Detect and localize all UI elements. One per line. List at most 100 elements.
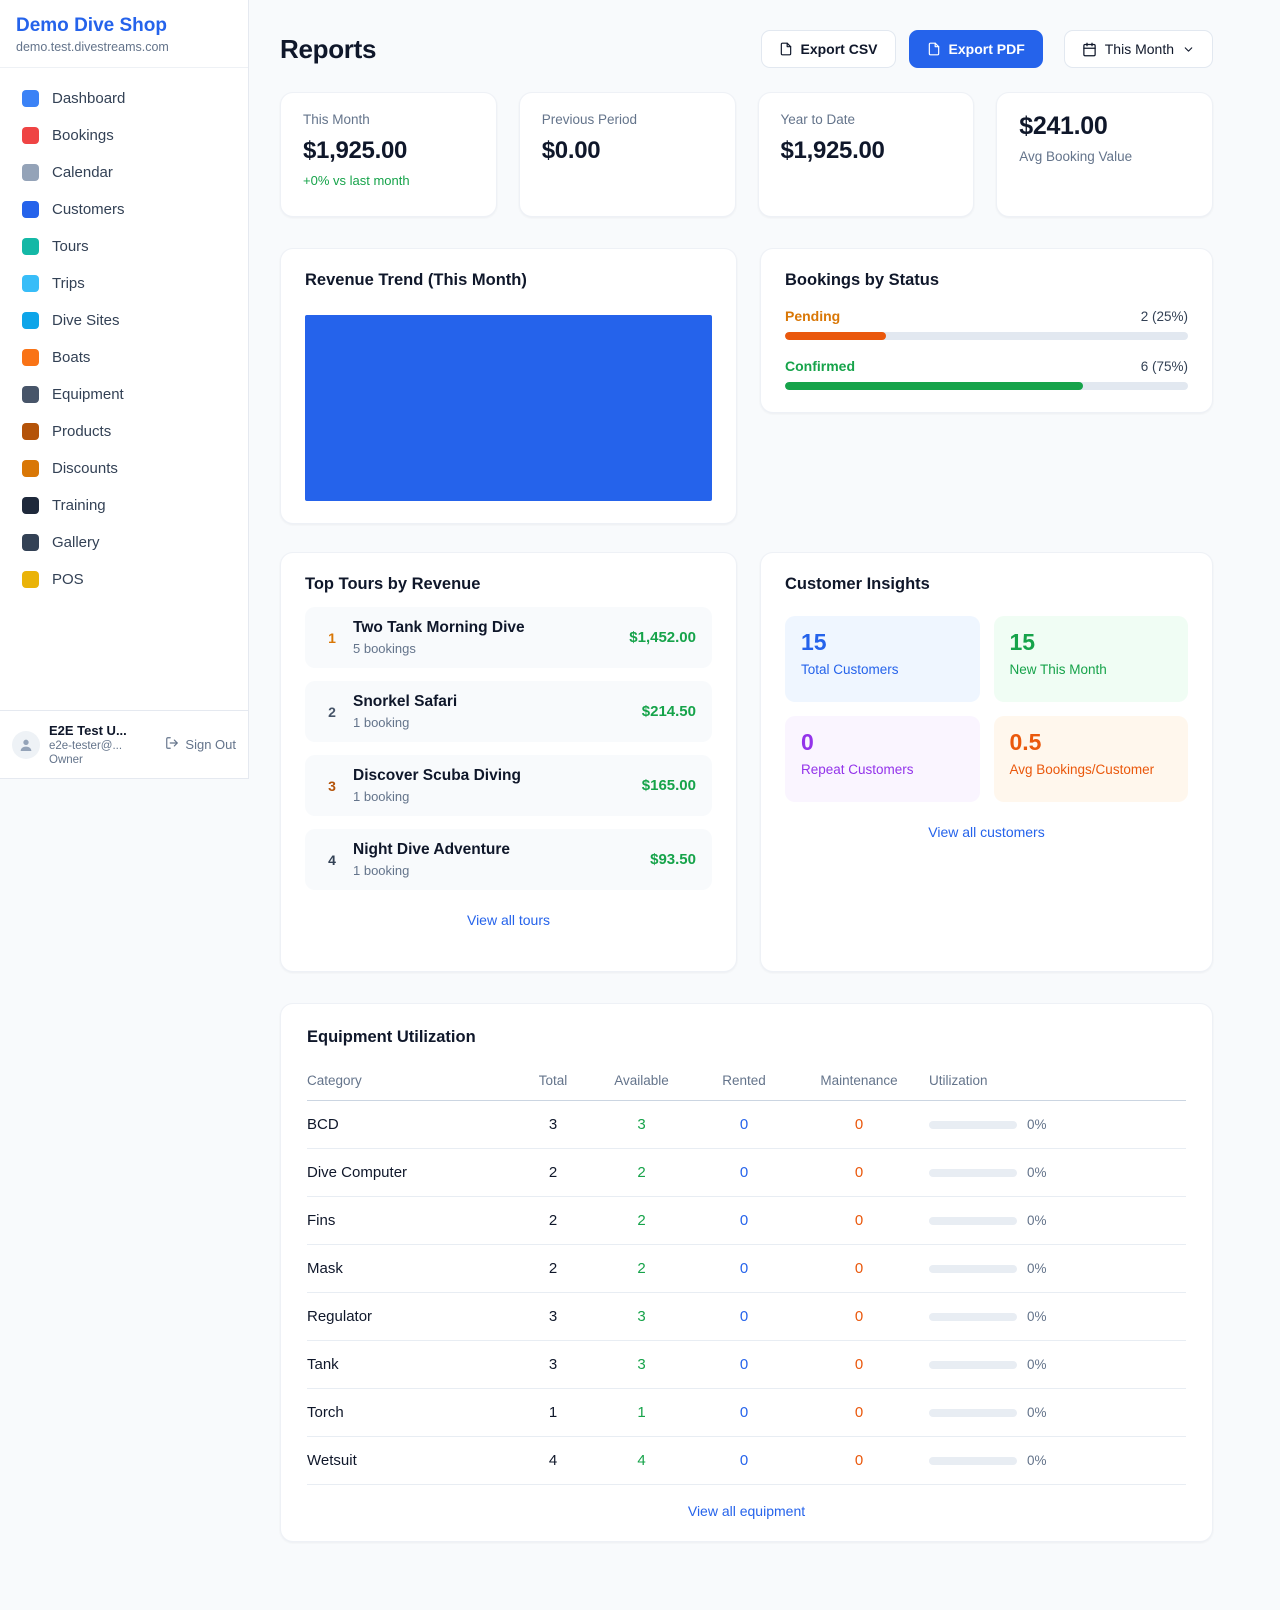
table-row: Wetsuit 4 4 0 0 0%: [307, 1436, 1186, 1485]
equipment-total: 2: [522, 1244, 584, 1293]
sidebar-item-trips[interactable]: Trips: [8, 265, 240, 302]
sidebar-item-discounts[interactable]: Discounts: [8, 450, 240, 487]
equipment-category: Mask: [307, 1244, 522, 1293]
sidebar-item-equipment[interactable]: Equipment: [8, 376, 240, 413]
insight-new-this-month: 15 New This Month: [993, 616, 1188, 702]
sidebar-item-calendar[interactable]: Calendar: [8, 154, 240, 191]
table-row: Torch 1 1 0 0 0%: [307, 1388, 1186, 1437]
stat-card-previous-period: Previous Period $0.00: [518, 92, 736, 217]
sidebar-item-boats[interactable]: Boats: [8, 339, 240, 376]
tour-rank: 2: [328, 703, 336, 720]
sign-out-icon: [165, 736, 179, 753]
view-all-tours-link[interactable]: View all tours: [466, 912, 550, 928]
status-label: Confirmed: [785, 358, 855, 374]
page-title: Reports: [280, 33, 377, 64]
people-icon: [22, 201, 39, 218]
progress-track: [785, 332, 1188, 340]
sidebar-item-dive-sites[interactable]: Dive Sites: [8, 302, 240, 339]
sidebar-item-label: Boats: [52, 349, 91, 366]
stat-label: Year to Date: [780, 112, 856, 127]
sidebar-item-bookings[interactable]: Bookings: [8, 117, 240, 154]
equipment-category: Dive Computer: [307, 1148, 522, 1197]
equipment-rented: 0: [699, 1196, 789, 1245]
sidebar-item-dashboard[interactable]: Dashboard: [8, 80, 240, 117]
tour-bookings: 1 booking: [353, 715, 410, 730]
credit-card-icon: [22, 571, 39, 588]
table-header-row: Category Total Available Rented Maintena…: [307, 1063, 1186, 1101]
view-all-customers-link[interactable]: View all customers: [928, 824, 1045, 840]
insight-value: 15: [1009, 629, 1036, 655]
equipment-total: 2: [522, 1196, 584, 1245]
user-name: E2E Test U...: [49, 723, 127, 738]
export-pdf-button[interactable]: Export PDF: [908, 30, 1043, 68]
avatar: [12, 730, 40, 759]
calendar-icon: [1082, 42, 1097, 57]
table-row: Regulator 3 3 0 0 0%: [307, 1292, 1186, 1341]
export-csv-button[interactable]: Export CSV: [760, 30, 896, 68]
diver-icon: [22, 312, 39, 329]
column-header: Category: [307, 1063, 522, 1101]
column-header: Rented: [699, 1063, 789, 1101]
period-selector[interactable]: This Month: [1063, 30, 1213, 68]
sign-out-label: Sign Out: [185, 737, 236, 752]
charts-row: Revenue Trend (This Month) Bookings by S…: [280, 248, 1213, 524]
insights-grid: 15 Total Customers 15 New This Month 0 R…: [785, 616, 1188, 802]
sidebar-item-label: Equipment: [52, 386, 124, 403]
equipment-maintenance: 0: [789, 1436, 929, 1485]
equipment-total: 2: [522, 1148, 584, 1197]
equipment-rented: 0: [699, 1244, 789, 1293]
tour-name: Night Dive Adventure: [353, 841, 511, 858]
sidebar-item-label: Tours: [52, 238, 89, 255]
export-csv-label: Export CSV: [800, 41, 878, 57]
view-all-equipment-link[interactable]: View all equipment: [687, 1503, 806, 1519]
user-email: e2e-tester@...: [49, 740, 123, 752]
sidebar-item-training[interactable]: Training: [8, 487, 240, 524]
equipment-total: 3: [522, 1100, 584, 1149]
revenue-trend-title: Revenue Trend (This Month): [305, 271, 527, 289]
equipment-total: 4: [522, 1436, 584, 1485]
bookings-by-status-card: Bookings by Status Pending 2 (25%) Confi…: [760, 248, 1213, 413]
sidebar-item-label: Dashboard: [52, 90, 126, 107]
sidebar-item-label: Training: [52, 497, 106, 514]
status-row-pending: Pending 2 (25%): [785, 308, 1188, 340]
island-icon: [22, 238, 39, 255]
equipment-category: BCD: [307, 1100, 522, 1149]
table-row: Fins 2 2 0 0 0%: [307, 1196, 1186, 1245]
sidebar-item-tours[interactable]: Tours: [8, 228, 240, 265]
stat-value: $1,925.00: [780, 137, 885, 164]
tour-bookings: 1 booking: [353, 789, 410, 804]
sidebar-item-pos[interactable]: POS: [8, 561, 240, 598]
utilization-bar: [929, 1168, 1017, 1177]
utilization-percent: 0%: [1027, 1261, 1047, 1276]
user-meta: E2E Test U... e2e-tester@... Owner: [49, 723, 156, 766]
sidebar-item-gallery[interactable]: Gallery: [8, 524, 240, 561]
table-row: Tank 3 3 0 0 0%: [307, 1340, 1186, 1389]
equipment-maintenance: 0: [789, 1340, 929, 1389]
insight-avg-bookings-per-customer: 0.5 Avg Bookings/Customer: [993, 716, 1188, 802]
utilization-percent: 0%: [1027, 1453, 1047, 1468]
equipment-total: 1: [522, 1388, 584, 1437]
revenue-trend-card: Revenue Trend (This Month): [280, 248, 737, 524]
insight-value: 15: [801, 629, 827, 655]
equipment-category: Tank: [307, 1340, 522, 1389]
app-title[interactable]: Demo Dive Shop: [16, 15, 167, 36]
tour-row: 2 Snorkel Safari 1 booking $214.50: [305, 681, 712, 742]
sign-out-button[interactable]: Sign Out: [165, 736, 236, 753]
sidebar-item-customers[interactable]: Customers: [8, 191, 240, 228]
progress-fill: [785, 332, 886, 340]
equipment-utilization-title: Equipment Utilization: [307, 1028, 476, 1046]
column-header: Total: [522, 1063, 584, 1101]
calendar-icon: [22, 164, 39, 181]
tour-rank: 1: [328, 629, 336, 646]
utilization-percent: 0%: [1027, 1405, 1047, 1420]
sidebar-item-products[interactable]: Products: [8, 413, 240, 450]
stat-value: $1,925.00: [303, 137, 408, 164]
sidebar-item-label: POS: [52, 571, 84, 588]
sidebar: Demo Dive Shop demo.test.divestreams.com…: [0, 0, 249, 779]
graduation-icon: [22, 497, 39, 514]
stat-label: Previous Period: [541, 112, 638, 127]
wave-icon: [22, 275, 39, 292]
stats-row: This Month $1,925.00 +0% vs last month P…: [280, 92, 1213, 217]
equipment-rented: 0: [699, 1100, 789, 1149]
equipment-total: 3: [522, 1292, 584, 1341]
